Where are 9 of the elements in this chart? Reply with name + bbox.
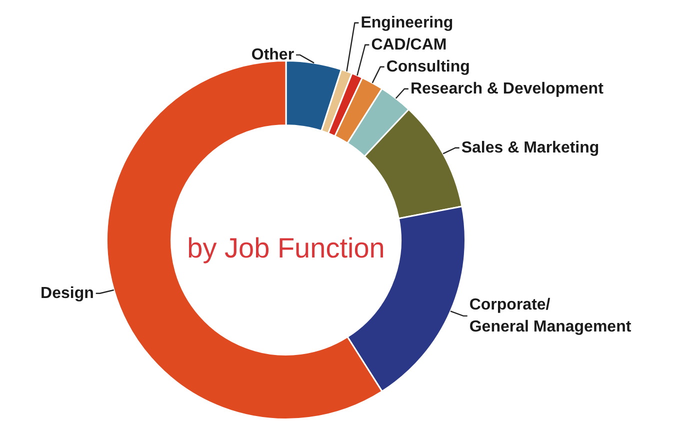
slice-label: Design [40, 284, 94, 302]
slice-label: Sales & Marketing [461, 139, 600, 156]
slice-label: Corporate/ General Management [469, 296, 632, 336]
slice-label: Consulting [386, 58, 470, 76]
slice-label: Research & Development [410, 80, 604, 98]
slice-label: Other [251, 46, 294, 64]
slice-label: CAD/CAM [371, 36, 447, 54]
text: by Job Function [187, 232, 385, 264]
slice-label: Engineering [360, 14, 454, 32]
